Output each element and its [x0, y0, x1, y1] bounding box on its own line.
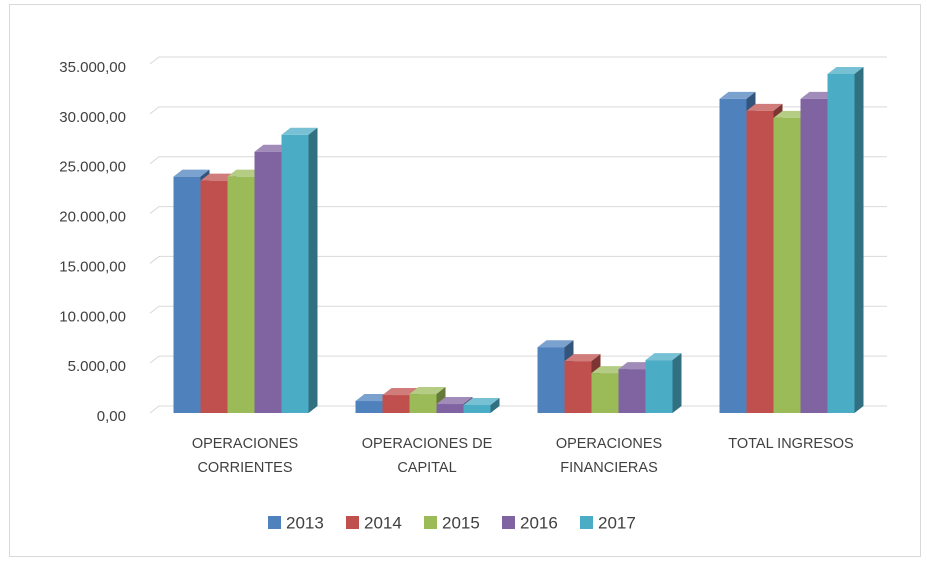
bar	[254, 151, 282, 413]
bar	[281, 134, 309, 413]
legend-label: 2016	[520, 513, 558, 532]
x-tick-label: TOTAL INGRESOS	[728, 436, 854, 452]
bar	[173, 176, 201, 413]
grid-line	[149, 355, 887, 364]
grid-line	[149, 156, 887, 165]
bar-side	[490, 398, 500, 413]
x-tick-label: OPERACIONES DE CAPITAL	[361, 436, 493, 476]
bar-top	[746, 103, 783, 111]
bar	[409, 394, 437, 413]
bar-side	[308, 127, 318, 413]
bar	[800, 98, 828, 414]
bar-top	[409, 387, 446, 395]
y-tick-label: 5.000,00	[68, 358, 126, 375]
bar	[827, 73, 855, 413]
bar	[436, 404, 464, 413]
legend-swatch	[580, 516, 593, 529]
bar	[355, 401, 383, 413]
legend-swatch	[502, 516, 515, 529]
legend-swatch	[424, 516, 437, 529]
bar	[200, 180, 228, 413]
y-tick-label: 15.000,00	[59, 258, 126, 275]
bar-top	[463, 398, 500, 406]
bar-top	[281, 127, 318, 135]
bar-top	[564, 354, 601, 362]
bar-side	[854, 66, 864, 413]
bar	[564, 361, 592, 413]
legend-swatch	[268, 516, 281, 529]
bar	[591, 373, 619, 413]
legend-swatch	[346, 516, 359, 529]
bar	[463, 405, 491, 413]
grid-line	[149, 206, 887, 214]
grid-line	[149, 56, 887, 65]
legend-label: 2014	[364, 513, 402, 532]
legend-label: 2013	[286, 513, 324, 532]
bar-top	[173, 169, 210, 177]
bar-top	[537, 340, 574, 348]
bar	[746, 110, 774, 413]
bar	[227, 176, 255, 413]
y-tick-label: 0,00	[97, 408, 126, 425]
bar-top	[645, 353, 682, 361]
grid-line	[149, 255, 887, 264]
bar-top	[719, 91, 756, 99]
x-tick-label: OPERACIONES CORRIENTES	[191, 436, 299, 476]
x-tick-label: OPERACIONES FINANCIERAS	[555, 436, 663, 476]
legend-label: 2017	[598, 513, 636, 532]
bar-top	[382, 388, 419, 396]
grid-line	[149, 305, 887, 314]
bar	[773, 117, 801, 414]
bar	[382, 395, 410, 413]
y-tick-label: 25.000,00	[59, 159, 126, 176]
y-tick-label: 10.000,00	[59, 308, 126, 325]
y-tick-label: 30.000,00	[59, 109, 126, 126]
y-tick-label: 20.000,00	[59, 209, 126, 226]
bar	[537, 347, 565, 413]
bar-side	[672, 353, 682, 413]
bar	[618, 369, 646, 413]
legend-label: 2015	[442, 513, 480, 532]
bar	[645, 360, 673, 413]
bar-top	[827, 66, 864, 74]
grid-line	[149, 106, 887, 115]
y-tick-label: 35.000,00	[59, 59, 126, 76]
bar-top	[436, 397, 473, 405]
bar	[719, 98, 747, 414]
